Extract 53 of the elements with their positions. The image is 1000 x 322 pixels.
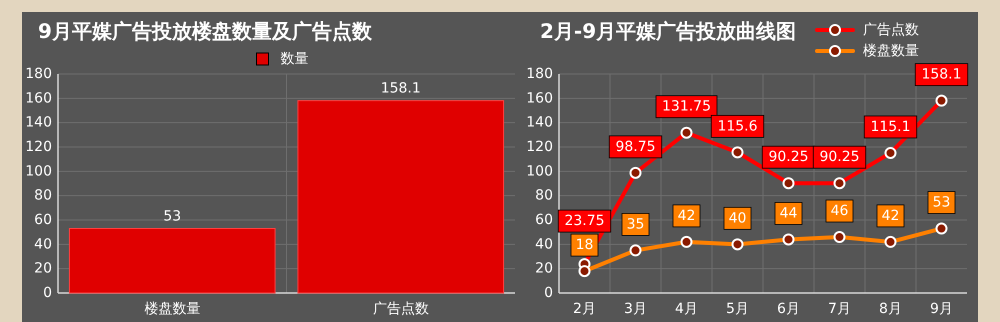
data-label: 42 <box>678 208 696 224</box>
data-label: 90.25 <box>768 149 809 166</box>
text: 数量 <box>280 51 308 67</box>
data-label: 53 <box>932 194 950 211</box>
data-label: 53 <box>163 208 182 225</box>
y-tick-label: 120 <box>25 139 52 155</box>
x-tick-label: 5月 <box>726 301 749 317</box>
y-tick-label: 40 <box>535 236 553 252</box>
y-tick-label: 160 <box>25 90 52 106</box>
data-label: 46 <box>830 203 848 220</box>
data-label: 158.1 <box>380 80 421 97</box>
chart-title: 9月平媒广告投放楼盘数量及广告点数 <box>38 19 373 43</box>
x-tick-label: 8月 <box>879 301 902 317</box>
data-label: 131.75 <box>662 98 711 115</box>
y-tick-label: 0 <box>544 285 553 301</box>
y-tick-label: 140 <box>25 114 52 131</box>
y-tick-label: 100 <box>526 163 553 180</box>
data-label: 115.6 <box>717 118 758 134</box>
data-label: 115.1 <box>870 118 911 135</box>
y-tick-label: 20 <box>535 260 553 277</box>
x-tick-label: 广告点数 <box>372 301 429 317</box>
y-tick-label: 180 <box>526 66 553 82</box>
x-tick-label: 9月 <box>930 301 953 317</box>
legend-label: 广告点数 <box>863 22 919 38</box>
y-tick-label: 80 <box>535 188 553 204</box>
x-tick-label: 6月 <box>777 301 800 317</box>
data-label: 23.75 <box>564 213 605 230</box>
data-label: 158.1 <box>921 66 962 83</box>
y-tick-label: 180 <box>25 66 52 82</box>
x-tick-label: 4月 <box>675 301 698 317</box>
y-tick-label: 20 <box>34 260 52 277</box>
x-tick-label: 2月 <box>573 301 596 317</box>
y-tick-label: 100 <box>25 163 52 180</box>
chart-title: 2月-9月平媒广告投放曲线图 <box>540 19 796 43</box>
y-tick-label: 120 <box>526 139 553 155</box>
y-tick-label: 160 <box>526 90 553 106</box>
data-label: 18 <box>576 237 594 254</box>
y-tick-label: 0 <box>43 285 52 301</box>
data-label: 44 <box>780 205 798 222</box>
x-tick-label: 楼盘数量 <box>144 301 200 317</box>
data-label: 40 <box>728 210 746 226</box>
data-label: 42 <box>882 208 900 224</box>
legend-label: 楼盘数量 <box>863 43 919 59</box>
y-tick-label: 60 <box>34 212 52 228</box>
data-label: 35 <box>626 216 644 232</box>
y-tick-label: 140 <box>526 114 553 131</box>
x-tick-label: 7月 <box>828 301 851 317</box>
y-tick-label: 60 <box>535 212 553 228</box>
data-label: 90.25 <box>819 149 860 166</box>
x-tick-label: 3月 <box>624 301 647 317</box>
y-tick-label: 80 <box>34 188 52 204</box>
y-tick-label: 40 <box>34 236 52 252</box>
data-label: 98.75 <box>615 138 656 155</box>
